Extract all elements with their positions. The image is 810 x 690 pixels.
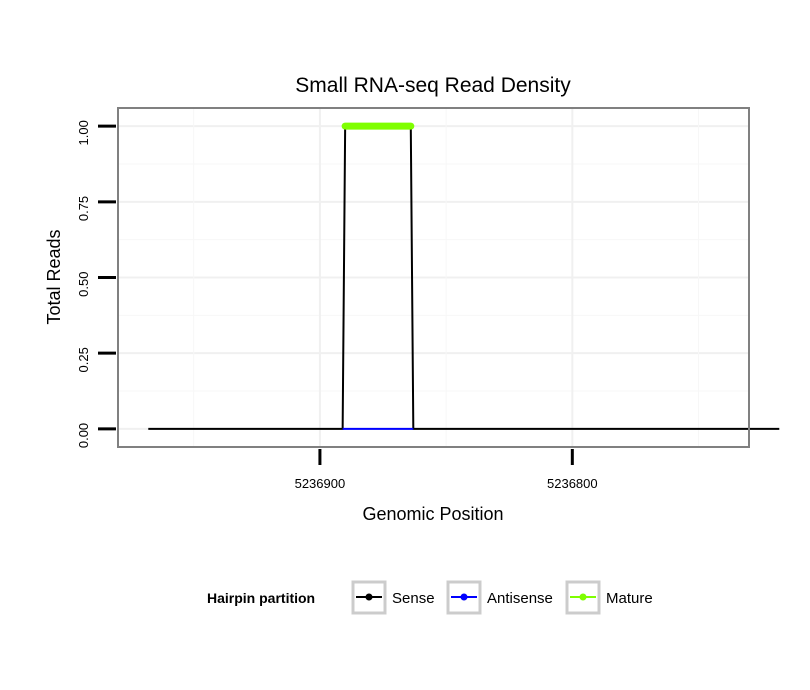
y-tick-label-1: 0.25: [76, 347, 91, 372]
y-axis-title: Total Reads: [44, 229, 64, 324]
grid-lines: [118, 108, 749, 447]
legend-label-mature: Mature: [606, 590, 653, 607]
y-tick-label-3: 0.75: [76, 196, 91, 221]
legend-key-point-sense: [365, 593, 373, 601]
chart-title: Small RNA-seq Read Density: [295, 74, 571, 97]
plot-panel-border: [117, 107, 750, 448]
y-axis: 0.00 0.25 0.50 0.75 1.00: [76, 120, 116, 448]
legend-key-point-antisense: [460, 593, 468, 601]
x-axis-title: Genomic Position: [362, 504, 503, 524]
legend-item-mature: Mature: [565, 580, 653, 615]
y-tick-label-4: 1.00: [76, 120, 91, 145]
x-tick-label-1: 5236800: [547, 476, 598, 491]
series-layer: [148, 122, 780, 430]
x-tick-label-0: 5236900: [295, 476, 346, 491]
legend-label-antisense: Antisense: [487, 590, 553, 607]
legend-label-sense: Sense: [392, 590, 435, 607]
x-axis: 5236900 5236800: [295, 449, 598, 491]
legend: Hairpin partition Sense Antisense Mature: [207, 580, 653, 615]
y-tick-label-2: 0.50: [76, 272, 91, 297]
legend-item-sense: Sense: [351, 580, 435, 615]
legend-item-antisense: Antisense: [446, 580, 553, 615]
y-tick-label-0: 0.00: [76, 423, 91, 448]
legend-key-point-mature: [579, 593, 587, 601]
legend-title: Hairpin partition: [207, 590, 315, 606]
